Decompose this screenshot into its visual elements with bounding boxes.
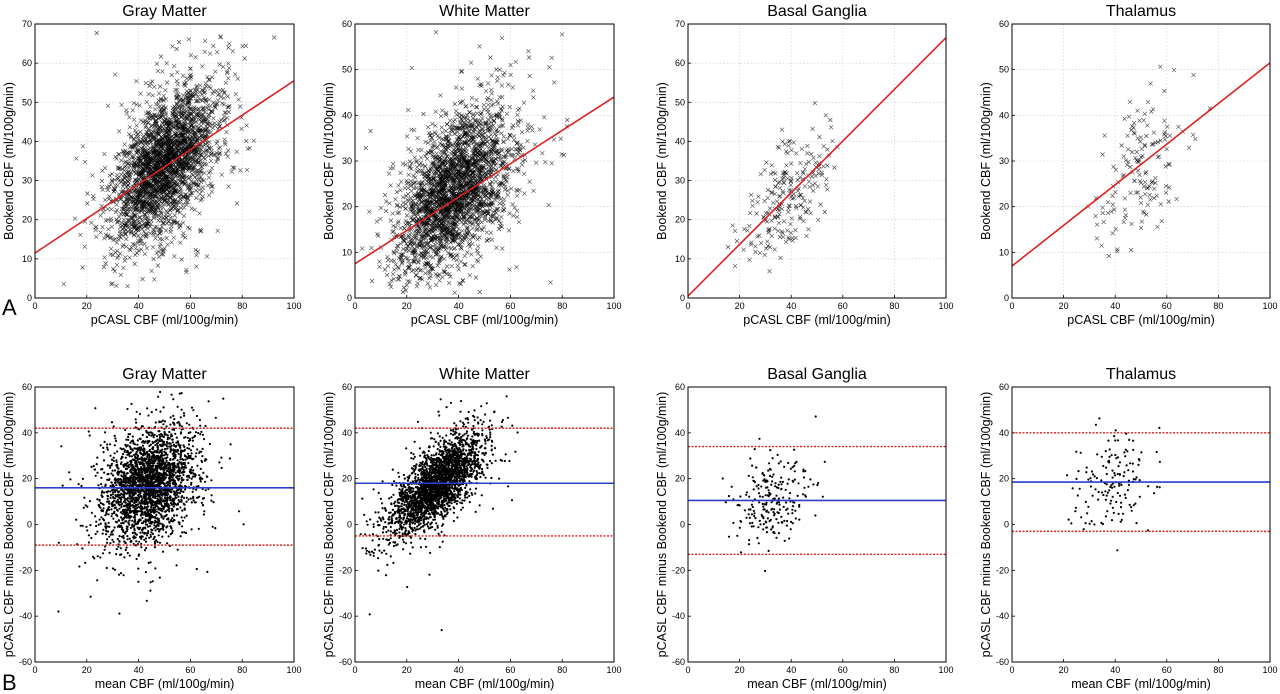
data-point bbox=[102, 151, 107, 157]
data-point bbox=[214, 49, 220, 55]
x-tick-label: 20 bbox=[402, 301, 412, 311]
x-tick-label: 80 bbox=[237, 301, 247, 311]
chart-a1: 0 20 40 60 80 100 0 10 20 30 40 50 60 70 Gray Matter pC… bbox=[2, 3, 302, 327]
data-point bbox=[150, 93, 155, 98]
data-point bbox=[111, 237, 116, 243]
chart-title: Gray Matter bbox=[122, 3, 207, 20]
data-point bbox=[201, 178, 207, 183]
data-point bbox=[184, 269, 189, 275]
data-point bbox=[175, 87, 180, 93]
y-tick-label: 0 bbox=[27, 293, 32, 303]
data-point bbox=[186, 100, 192, 106]
data-point bbox=[206, 193, 212, 198]
data-point bbox=[151, 256, 156, 262]
y-tick-label: 50 bbox=[342, 65, 352, 75]
y-tick-label: 50 bbox=[22, 97, 32, 107]
data-point bbox=[215, 228, 220, 234]
y-tick-label: 70 bbox=[22, 19, 32, 29]
data-point bbox=[193, 188, 199, 193]
data-point bbox=[122, 181, 127, 186]
data-point bbox=[177, 193, 183, 199]
data-point bbox=[215, 155, 221, 161]
data-point bbox=[112, 72, 118, 77]
data-point bbox=[116, 152, 121, 157]
data-point bbox=[133, 213, 138, 219]
data-point bbox=[131, 117, 137, 122]
x-tick-label: 100 bbox=[606, 301, 621, 311]
data-point bbox=[170, 44, 175, 49]
x-tick-label: 80 bbox=[557, 301, 567, 311]
data-point bbox=[211, 43, 216, 49]
data-point bbox=[233, 91, 238, 97]
y-tick-label: 30 bbox=[342, 156, 352, 166]
data-point bbox=[232, 72, 238, 77]
x-tick-label: 60 bbox=[505, 301, 515, 311]
data-point bbox=[132, 164, 137, 170]
data-point bbox=[175, 91, 181, 97]
data-point bbox=[189, 206, 194, 211]
x-tick-label: 60 bbox=[185, 301, 195, 311]
data-point bbox=[132, 261, 137, 267]
data-point bbox=[225, 69, 230, 74]
data-point bbox=[114, 283, 119, 289]
data-point bbox=[202, 97, 208, 103]
data-point bbox=[200, 98, 205, 103]
data-point bbox=[213, 152, 218, 158]
data-point bbox=[223, 151, 229, 156]
y-tick-label: 40 bbox=[22, 136, 32, 146]
y-tick-label: 0 bbox=[347, 293, 352, 303]
data-point bbox=[126, 165, 132, 171]
x-axis-label: pCASL CBF (ml/100g/min) bbox=[91, 313, 239, 327]
data-point bbox=[179, 257, 184, 262]
data-point bbox=[143, 125, 148, 130]
y-tick-label: 60 bbox=[342, 19, 352, 29]
data-point bbox=[85, 201, 90, 206]
y-tick-label: 10 bbox=[22, 254, 32, 264]
data-point bbox=[125, 283, 130, 289]
x-tick-label: 20 bbox=[82, 301, 92, 311]
data-point bbox=[238, 168, 243, 173]
data-point bbox=[107, 173, 113, 178]
data-point bbox=[191, 158, 196, 164]
data-point bbox=[142, 251, 148, 257]
panel-label-a: A bbox=[2, 295, 17, 320]
y-tick-label: 20 bbox=[342, 202, 352, 212]
y-tick-label: 60 bbox=[22, 58, 32, 68]
data-point bbox=[235, 76, 241, 81]
data-point bbox=[226, 61, 231, 66]
y-tick-label: 20 bbox=[22, 215, 32, 225]
y-axis-label: Bookend CBF (ml/100g/min) bbox=[2, 82, 16, 240]
data-point bbox=[138, 247, 144, 252]
data-point bbox=[197, 211, 202, 216]
x-tick-label: 0 bbox=[32, 301, 37, 311]
data-point bbox=[98, 213, 103, 218]
data-point bbox=[214, 150, 219, 156]
data-point bbox=[222, 110, 227, 115]
data-point bbox=[163, 228, 169, 233]
panel-label-b: B bbox=[2, 670, 17, 694]
data-point bbox=[118, 272, 124, 278]
data-point bbox=[147, 83, 152, 89]
data-point bbox=[127, 124, 133, 130]
data-point bbox=[143, 80, 149, 86]
data-point bbox=[209, 184, 214, 189]
data-point bbox=[109, 224, 115, 229]
x-tick-label: 100 bbox=[286, 301, 301, 311]
data-point bbox=[158, 54, 164, 59]
x-tick-label: 40 bbox=[134, 301, 144, 311]
data-point bbox=[180, 201, 186, 207]
y-tick-label: 30 bbox=[22, 176, 32, 186]
data-point bbox=[132, 128, 138, 133]
data-point bbox=[197, 187, 202, 193]
x-tick-label: 40 bbox=[454, 301, 464, 311]
data-point bbox=[195, 249, 201, 254]
data-point bbox=[164, 235, 169, 241]
x-tick-label: 0 bbox=[352, 301, 357, 311]
y-tick-label: 10 bbox=[342, 247, 352, 257]
y-tick-label: 40 bbox=[342, 110, 352, 120]
data-point bbox=[124, 236, 129, 242]
data-point bbox=[195, 160, 201, 165]
